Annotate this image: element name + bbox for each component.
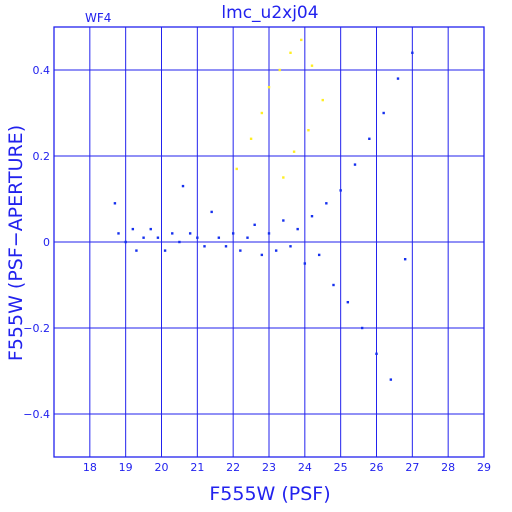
data-point <box>235 167 238 171</box>
data-point <box>375 352 378 355</box>
data-point <box>303 262 307 265</box>
data-point <box>131 227 135 231</box>
y-tick-label: −0.2 <box>23 322 50 335</box>
data-point <box>113 202 117 205</box>
data-point <box>188 232 192 235</box>
data-point <box>321 98 324 102</box>
data-point <box>296 227 299 231</box>
x-tick-label: 22 <box>226 461 240 474</box>
data-point <box>142 236 145 239</box>
data-point <box>249 137 253 140</box>
data-point <box>267 232 271 235</box>
data-point <box>325 202 328 205</box>
data-point <box>292 150 296 153</box>
data-point <box>368 137 371 140</box>
data-point <box>124 240 127 244</box>
data-point <box>171 232 174 235</box>
x-tick-label: 21 <box>190 461 204 474</box>
data-point <box>267 86 271 89</box>
x-tick-label: 27 <box>405 461 419 474</box>
y-axis-label: F555W (PSF−APERTURE) <box>5 125 27 361</box>
data-point <box>156 236 160 239</box>
data-point <box>339 189 342 192</box>
data-point <box>310 215 314 218</box>
data-point <box>246 236 249 239</box>
data-point <box>260 111 264 115</box>
data-point <box>360 326 364 330</box>
data-point <box>217 236 221 239</box>
data-point <box>282 176 285 179</box>
data-point <box>163 249 167 252</box>
x-tick-label: 23 <box>262 461 276 474</box>
x-tick-label: 29 <box>477 461 491 474</box>
data-point <box>396 77 400 80</box>
plot-frame <box>53 26 485 458</box>
data-point <box>346 301 350 304</box>
data-point <box>239 249 242 252</box>
data-point <box>300 38 303 42</box>
data-point <box>181 184 185 188</box>
x-tick-label: 18 <box>83 461 97 474</box>
x-tick-labels: 18 19 20 21 22 23 24 25 26 27 28 29 <box>83 461 491 474</box>
data-point <box>203 245 206 248</box>
x-tick-label: 25 <box>334 461 348 474</box>
x-tick-label: 19 <box>119 461 133 474</box>
chart-title: lmc_u2xj04 <box>221 3 318 23</box>
data-point <box>317 253 321 257</box>
detector-label: WF4 <box>85 11 111 25</box>
data-point <box>117 232 120 235</box>
data-point <box>196 236 199 239</box>
x-tick-label: 26 <box>370 461 384 474</box>
y-tick-label: 0.2 <box>33 150 51 163</box>
grid-lines <box>54 27 484 457</box>
data-point <box>260 253 264 257</box>
data-point <box>274 249 278 252</box>
x-tick-label: 28 <box>441 461 455 474</box>
data-point <box>332 283 335 287</box>
x-tick-label: 24 <box>298 461 312 474</box>
y-tick-label: 0 <box>43 236 50 249</box>
y-tick-label: 0.4 <box>33 64 51 77</box>
y-tick-labels: 0.4 0.2 0 −0.2 −0.4 <box>23 64 50 421</box>
data-point <box>307 129 310 132</box>
data-point <box>178 240 181 244</box>
data-point <box>403 258 407 261</box>
data-points <box>113 38 414 381</box>
data-point <box>382 111 385 115</box>
data-point <box>224 245 228 248</box>
data-point <box>135 249 138 252</box>
data-point <box>282 219 285 222</box>
data-point <box>353 163 357 166</box>
data-point <box>411 51 414 54</box>
data-point <box>310 64 314 67</box>
data-point <box>210 210 213 214</box>
data-point <box>253 223 256 226</box>
data-point <box>289 245 292 248</box>
x-tick-label: 20 <box>155 461 169 474</box>
data-point <box>231 232 235 235</box>
data-point <box>149 227 152 231</box>
data-point <box>389 378 393 381</box>
y-tick-label: −0.4 <box>23 408 50 421</box>
data-point <box>278 68 281 72</box>
data-point <box>289 51 292 54</box>
x-axis-label: F555W (PSF) <box>209 483 330 505</box>
